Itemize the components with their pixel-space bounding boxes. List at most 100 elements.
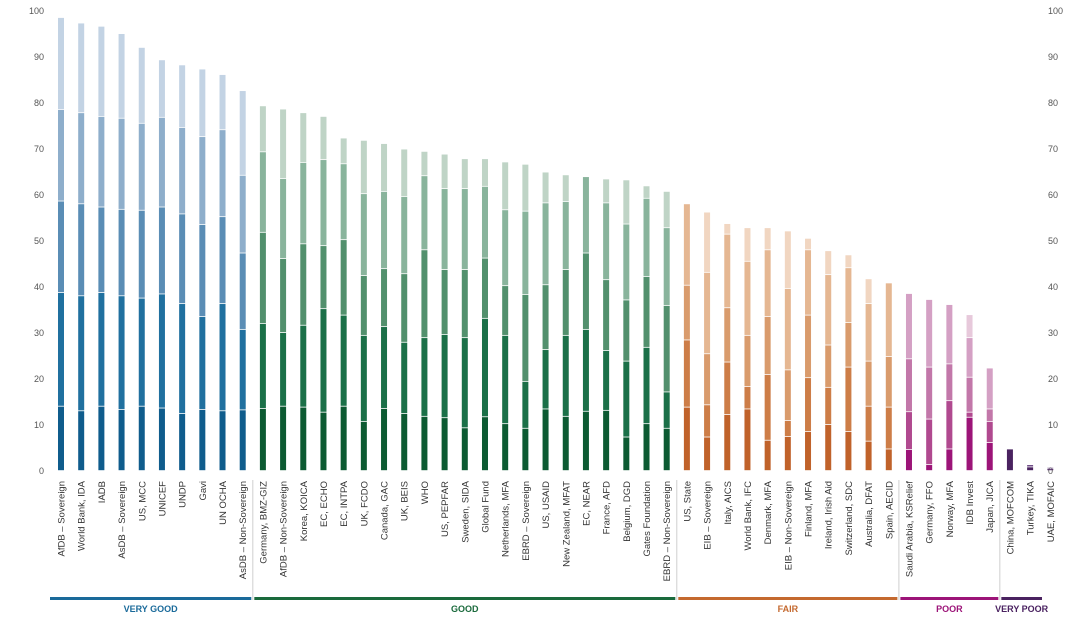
bar-segment bbox=[158, 207, 165, 294]
x-tick-label: UNDP bbox=[178, 481, 189, 508]
y-tick-label: 20 bbox=[1048, 374, 1058, 384]
bar-segment bbox=[926, 367, 933, 419]
bar-segment bbox=[905, 412, 912, 450]
bar-segment bbox=[905, 293, 912, 359]
bar-segment bbox=[461, 159, 468, 189]
bar-segment bbox=[582, 411, 589, 471]
x-tick-label: UAE, MOFAIC bbox=[1046, 481, 1057, 542]
bar-segment bbox=[502, 286, 509, 335]
bar-segment bbox=[138, 406, 145, 471]
bar-segment bbox=[845, 367, 852, 432]
bar-segment bbox=[522, 428, 529, 471]
y-tick-label: 80 bbox=[34, 98, 44, 108]
bar-segment bbox=[603, 410, 610, 471]
x-tick-label: Japan, JICA bbox=[985, 480, 996, 532]
y-tick-label: 60 bbox=[34, 190, 44, 200]
bar-segment bbox=[623, 300, 630, 361]
y-tick-label: 90 bbox=[34, 52, 44, 62]
x-tick-label: UNICEF bbox=[157, 481, 168, 517]
bar-segment bbox=[441, 189, 448, 270]
bar-segment bbox=[401, 274, 408, 342]
bar-segment bbox=[320, 246, 327, 309]
x-tick-label: US, PEPFAR bbox=[440, 481, 451, 537]
x-tick-label: EIB – Sovereign bbox=[703, 481, 714, 550]
bar-segment bbox=[138, 123, 145, 210]
bar-segment bbox=[481, 318, 488, 417]
bar-segment bbox=[966, 412, 973, 417]
bar-segment bbox=[603, 280, 610, 351]
bar-segment bbox=[98, 26, 105, 116]
bar-segment bbox=[118, 34, 125, 118]
bar-segment bbox=[683, 407, 690, 471]
bar-segment bbox=[562, 269, 569, 335]
x-tick-label: Netherlands, MFA bbox=[501, 480, 512, 557]
bar-segment bbox=[320, 412, 327, 471]
bar-segment bbox=[300, 162, 307, 244]
bar-segment bbox=[542, 285, 549, 350]
bar-segment bbox=[704, 405, 711, 437]
x-tick-label: China, MOFCOM bbox=[1005, 481, 1016, 554]
bar-segment bbox=[441, 154, 448, 189]
y-axis-right: 0 10 20 30 40 50 60 70 80 90 100 bbox=[1048, 6, 1063, 476]
bar-segment bbox=[784, 370, 791, 421]
bar-segment bbox=[158, 408, 165, 471]
bar-segment bbox=[986, 442, 993, 471]
bar-segment bbox=[825, 425, 832, 471]
bar-segment bbox=[461, 428, 468, 471]
bar-segment bbox=[259, 106, 266, 152]
bar-segment bbox=[663, 428, 670, 471]
bar-segment bbox=[704, 272, 711, 354]
y-tick-label: 0 bbox=[39, 466, 44, 476]
bar-segment bbox=[441, 269, 448, 335]
bar-segment bbox=[138, 298, 145, 406]
bar-segment bbox=[582, 253, 589, 329]
bar-segment bbox=[946, 401, 953, 449]
bar-segment bbox=[905, 449, 912, 471]
bar-segment bbox=[320, 160, 327, 246]
bar-segment bbox=[845, 322, 852, 367]
bar-segment bbox=[805, 238, 812, 250]
bar-segment bbox=[724, 362, 731, 415]
y-tick-label: 10 bbox=[1048, 420, 1058, 430]
bar-segment bbox=[986, 421, 993, 443]
bar-segment bbox=[340, 315, 347, 406]
bar-segment bbox=[239, 410, 246, 471]
group-underline bbox=[1001, 597, 1042, 600]
bar-segment bbox=[865, 361, 872, 406]
bar-segment bbox=[623, 224, 630, 300]
x-tick-label: Norway, MFA bbox=[945, 480, 956, 537]
bar-segment bbox=[481, 417, 488, 471]
x-tick-label: AfDB – Non-Sovereign bbox=[279, 481, 290, 577]
bar-segment bbox=[724, 234, 731, 308]
bar-segment bbox=[845, 431, 852, 471]
bar-segment bbox=[340, 240, 347, 315]
group-label: GOOD bbox=[451, 604, 479, 614]
x-tick-label: Saudi Arabia, KSRelief bbox=[904, 481, 915, 577]
bar-segment bbox=[421, 416, 428, 471]
bar-segment bbox=[199, 409, 206, 471]
bar-segment bbox=[280, 333, 287, 406]
bar-segment bbox=[259, 408, 266, 471]
x-tick-label: Turkey, TIKA bbox=[1026, 480, 1037, 535]
bar-segment bbox=[259, 323, 266, 409]
bar-segment bbox=[340, 406, 347, 471]
bar-segment bbox=[219, 217, 226, 304]
bar-segment bbox=[603, 350, 610, 410]
bar-segment bbox=[704, 354, 711, 405]
bar-segment bbox=[401, 149, 408, 197]
bar-segment bbox=[784, 436, 791, 471]
bar-segment bbox=[300, 407, 307, 471]
bar-segment bbox=[724, 223, 731, 234]
bar-segment bbox=[138, 47, 145, 123]
x-tick-label: Global Fund bbox=[480, 481, 491, 533]
y-tick-label: 40 bbox=[1048, 282, 1058, 292]
x-tick-label: Denmark, MFA bbox=[763, 480, 774, 544]
bar-segment bbox=[179, 214, 186, 304]
bar-segment bbox=[158, 60, 165, 117]
bar-segment bbox=[764, 228, 771, 250]
bar-segment bbox=[58, 292, 64, 406]
bar-segment bbox=[381, 143, 388, 191]
bar-segment bbox=[118, 409, 125, 471]
bar-segment bbox=[300, 244, 307, 325]
bar-segment bbox=[562, 201, 569, 270]
